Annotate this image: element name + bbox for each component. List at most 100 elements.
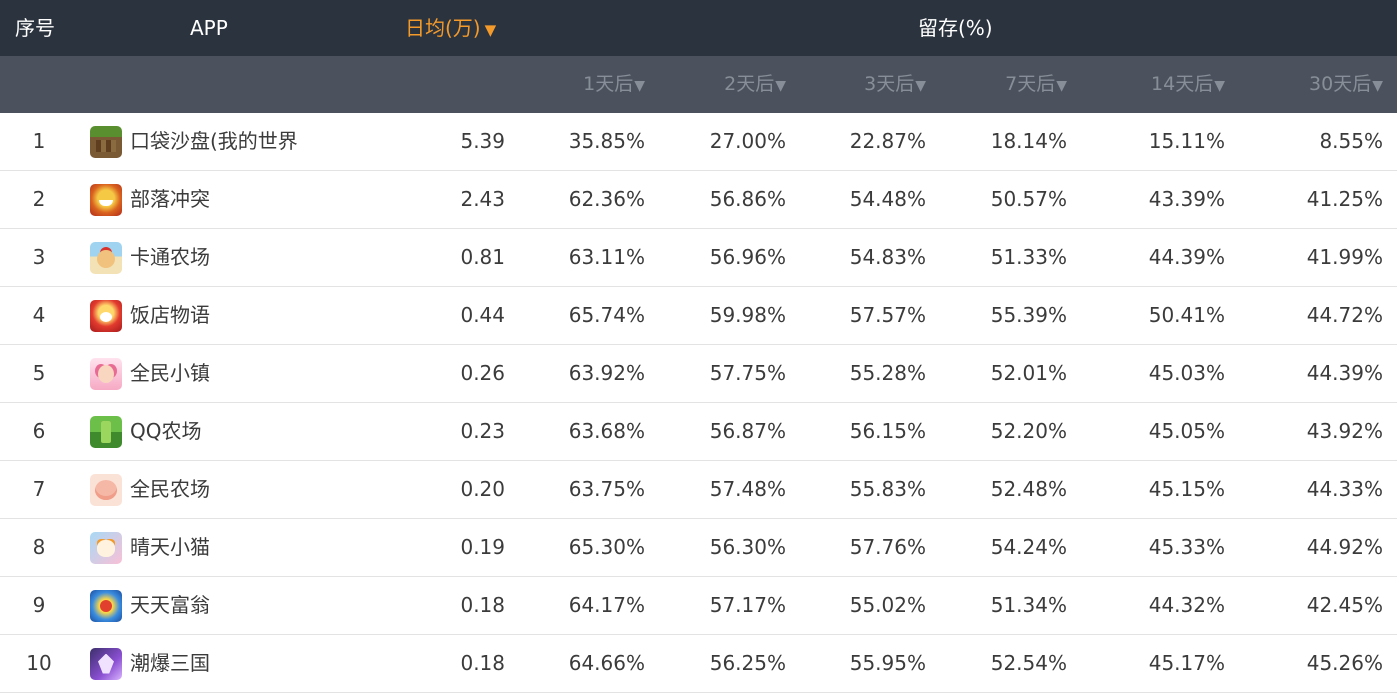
header-seq: 序号	[15, 16, 55, 40]
table-row[interactable]: 3 卡通农场 0.81 63.11% 56.96% 54.83% 51.33% …	[0, 229, 1397, 287]
daily-value: 0.20	[460, 477, 505, 501]
retention-day2: 56.30%	[709, 535, 786, 559]
subheader-day2-sort[interactable]: 2天后▼	[686, 56, 786, 113]
daily-value: 0.18	[460, 651, 505, 675]
daily-value: 0.81	[460, 245, 505, 269]
app-name: 饭店物语	[130, 303, 210, 327]
retention-day30: 41.99%	[1306, 245, 1383, 269]
subheader-day3-label: 3天后	[864, 73, 915, 95]
retention-day30: 8.55%	[1319, 129, 1383, 153]
app-name: 全民小镇	[130, 361, 210, 385]
retention-day2: 57.75%	[709, 361, 786, 385]
retention-day1: 63.11%	[568, 245, 645, 269]
table-header: 序号 APP 日均(万) ▼ 留存(%)	[0, 0, 1397, 56]
retention-day1: 65.74%	[568, 303, 645, 327]
retention-day30: 44.72%	[1306, 303, 1383, 327]
retention-day14: 45.33%	[1148, 535, 1225, 559]
retention-day30: 43.92%	[1306, 419, 1383, 443]
subheader-day7-sort[interactable]: 7天后▼	[967, 56, 1067, 113]
retention-day2: 57.48%	[709, 477, 786, 501]
row-seq: 8	[32, 535, 46, 559]
retention-day30: 45.26%	[1306, 651, 1383, 675]
row-app: 天天富翁	[90, 577, 410, 634]
app-name: 晴天小猫	[130, 535, 210, 559]
subheader-day14-sort[interactable]: 14天后▼	[1125, 56, 1225, 113]
daily-value: 0.44	[460, 303, 505, 327]
subheader-day3-sort[interactable]: 3天后▼	[826, 56, 926, 113]
retention-day1: 65.30%	[568, 535, 645, 559]
row-seq: 9	[32, 593, 46, 617]
cat-icon	[90, 531, 122, 564]
retention-day7: 52.01%	[990, 361, 1067, 385]
retention-day2: 57.17%	[709, 593, 786, 617]
table-row[interactable]: 2 部落冲突 2.43 62.36% 56.86% 54.48% 50.57% …	[0, 171, 1397, 229]
daily-value: 2.43	[460, 187, 505, 211]
retention-day1: 63.92%	[568, 361, 645, 385]
table-row[interactable]: 6 QQ农场 0.23 63.68% 56.87% 56.15% 52.20% …	[0, 403, 1397, 461]
sort-arrow-icon: ▼	[1056, 78, 1067, 94]
subheader-day30-sort[interactable]: 30天后▼	[1283, 56, 1383, 113]
table-row[interactable]: 1 口袋沙盘(我的世界 5.39 35.85% 27.00% 22.87% 18…	[0, 113, 1397, 171]
app-name: 天天富翁	[130, 593, 210, 617]
subheader-day1-label: 1天后	[583, 73, 634, 95]
retention-day14: 45.05%	[1148, 419, 1225, 443]
app-name: 潮爆三国	[130, 651, 210, 675]
row-seq: 3	[32, 245, 46, 269]
three-kingdoms-icon	[90, 647, 122, 680]
subheader-day7-label: 7天后	[1005, 73, 1056, 95]
subheader-day2-label: 2天后	[724, 73, 775, 95]
subheader-day30-label: 30天后	[1309, 73, 1372, 95]
sort-arrow-icon: ▼	[775, 78, 786, 94]
restaurant-story-icon	[90, 299, 122, 332]
row-app: 全民农场	[90, 461, 410, 518]
table-row[interactable]: 4 饭店物语 0.44 65.74% 59.98% 57.57% 55.39% …	[0, 287, 1397, 345]
row-app: 晴天小猫	[90, 519, 410, 576]
retention-day7: 51.34%	[990, 593, 1067, 617]
retention-day7: 54.24%	[990, 535, 1067, 559]
retention-day1: 64.66%	[568, 651, 645, 675]
retention-day2: 56.96%	[709, 245, 786, 269]
row-seq: 2	[32, 187, 46, 211]
retention-day1: 35.85%	[568, 129, 645, 153]
retention-day3: 55.83%	[849, 477, 926, 501]
row-seq: 7	[32, 477, 46, 501]
row-app: 全民小镇	[90, 345, 410, 402]
table-row[interactable]: 9 天天富翁 0.18 64.17% 57.17% 55.02% 51.34% …	[0, 577, 1397, 635]
retention-day2: 56.87%	[709, 419, 786, 443]
header-daily-sort[interactable]: 日均(万) ▼	[405, 0, 496, 56]
retention-day2: 27.00%	[709, 129, 786, 153]
sort-arrow-icon: ▼	[1372, 78, 1383, 94]
subheader-day1-sort[interactable]: 1天后▼	[545, 56, 645, 113]
header-app: APP	[190, 16, 228, 40]
row-app: 部落冲突	[90, 171, 410, 228]
app-name: 部落冲突	[130, 187, 210, 211]
row-app: 卡通农场	[90, 229, 410, 286]
retention-day14: 45.03%	[1148, 361, 1225, 385]
retention-day3: 54.48%	[849, 187, 926, 211]
retention-day3: 55.95%	[849, 651, 926, 675]
table-row[interactable]: 7 全民农场 0.20 63.75% 57.48% 55.83% 52.48% …	[0, 461, 1397, 519]
row-seq: 10	[26, 651, 52, 675]
row-seq: 5	[32, 361, 46, 385]
retention-day3: 56.15%	[849, 419, 926, 443]
monopoly-icon	[90, 589, 122, 622]
table-row[interactable]: 8 晴天小猫 0.19 65.30% 56.30% 57.76% 54.24% …	[0, 519, 1397, 577]
daily-value: 0.19	[460, 535, 505, 559]
town-icon	[90, 357, 122, 390]
retention-day30: 41.25%	[1306, 187, 1383, 211]
retention-day14: 44.39%	[1148, 245, 1225, 269]
retention-day7: 50.57%	[990, 187, 1067, 211]
sort-arrow-icon: ▼	[1214, 78, 1225, 94]
retention-day3: 22.87%	[849, 129, 926, 153]
row-app: 口袋沙盘(我的世界	[90, 113, 410, 170]
table-subheader: 1天后▼ 2天后▼ 3天后▼ 7天后▼ 14天后▼ 30天后▼	[0, 56, 1397, 113]
retention-day30: 42.45%	[1306, 593, 1383, 617]
table-row[interactable]: 10 潮爆三国 0.18 64.66% 56.25% 55.95% 52.54%…	[0, 635, 1397, 693]
row-app: QQ农场	[90, 403, 410, 460]
app-name: 口袋沙盘(我的世界	[130, 129, 298, 153]
clash-of-clans-icon	[90, 183, 122, 216]
table-row[interactable]: 5 全民小镇 0.26 63.92% 57.75% 55.28% 52.01% …	[0, 345, 1397, 403]
retention-day1: 64.17%	[568, 593, 645, 617]
retention-day3: 57.76%	[849, 535, 926, 559]
